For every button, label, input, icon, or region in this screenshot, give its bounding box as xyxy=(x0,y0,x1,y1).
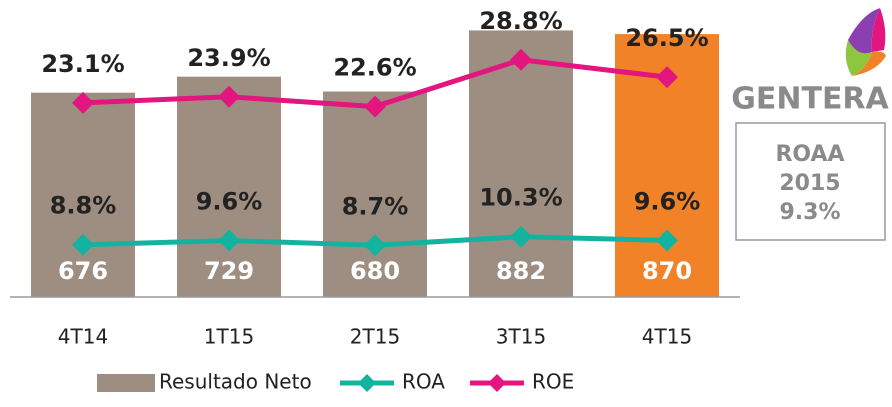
data-label: 26.5% xyxy=(625,24,708,52)
logo-text: GENTERA xyxy=(731,82,889,117)
marker xyxy=(510,225,532,248)
bar xyxy=(323,91,427,297)
marker xyxy=(218,229,240,252)
marker xyxy=(72,91,94,114)
logo-icon xyxy=(871,8,886,52)
callout-text: 2015 xyxy=(779,171,840,196)
legend-swatch xyxy=(358,374,376,392)
legend-label: ROA xyxy=(402,370,445,394)
legend-label: Resultado Neto xyxy=(159,370,312,394)
data-label: 729 xyxy=(204,257,254,285)
legend-swatch xyxy=(97,374,155,392)
logo: GENTERA xyxy=(731,8,890,117)
data-label: 28.8% xyxy=(479,7,562,35)
data-label: 882 xyxy=(496,257,546,285)
x-tick-label: 4T15 xyxy=(642,325,692,349)
marker xyxy=(656,229,678,252)
bar xyxy=(31,92,135,297)
marker xyxy=(72,233,94,256)
data-label: 8.7% xyxy=(342,192,409,220)
marker xyxy=(364,234,386,257)
logo-icon xyxy=(848,8,880,54)
data-label: 23.9% xyxy=(187,44,270,72)
callout-box xyxy=(735,122,886,241)
data-label: 676 xyxy=(58,257,108,285)
marker xyxy=(656,66,678,89)
bar xyxy=(177,76,281,298)
marker xyxy=(218,85,240,108)
data-label: 680 xyxy=(350,257,400,285)
callout-text: 9.3% xyxy=(779,200,840,225)
marker xyxy=(510,48,532,71)
data-label: 10.3% xyxy=(479,184,562,212)
x-tick-label: 2T15 xyxy=(350,325,400,349)
data-label: 23.1% xyxy=(41,50,124,78)
callout-text: ROAA xyxy=(775,142,844,167)
x-tick-label: 1T15 xyxy=(204,325,254,349)
x-tick-label: 4T14 xyxy=(58,325,108,349)
logo-icon xyxy=(845,40,872,76)
data-label: 9.6% xyxy=(634,187,701,215)
data-label: 9.6% xyxy=(196,187,263,215)
legend-swatch xyxy=(488,374,506,392)
data-label: 870 xyxy=(642,257,692,285)
x-tick-label: 3T15 xyxy=(496,325,546,349)
data-label: 8.8% xyxy=(50,192,117,220)
legend-label: ROE xyxy=(532,370,574,394)
logo-icon xyxy=(852,51,886,76)
data-label: 22.6% xyxy=(333,54,416,82)
marker xyxy=(364,95,386,118)
bar xyxy=(469,30,573,297)
